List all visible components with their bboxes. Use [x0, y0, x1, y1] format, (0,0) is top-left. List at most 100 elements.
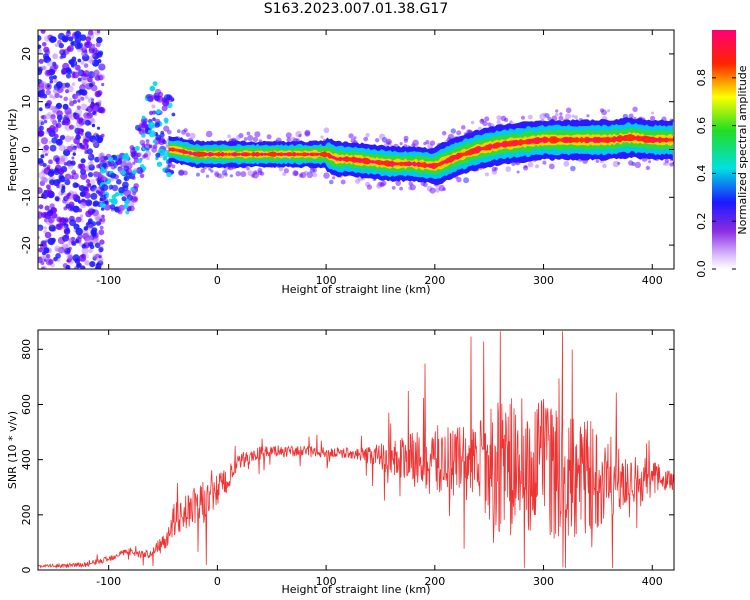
spectrogram-noise-point — [91, 184, 97, 190]
spectrogram-noise-point — [84, 236, 92, 244]
spectrogram-noise-point — [42, 256, 48, 261]
spectrogram-noise-point — [55, 124, 59, 128]
spectrogram-early-point — [108, 156, 114, 162]
spectrogram-noise-point — [96, 36, 103, 44]
spectrogram-noise-point — [46, 127, 51, 132]
spectrogram-halo-point — [286, 137, 292, 142]
spectrogram-noise-point — [63, 217, 70, 224]
spectrogram-noise-point — [72, 182, 79, 189]
spectrogram-noise-point — [98, 255, 102, 259]
spectrogram-peak-point — [182, 150, 186, 154]
spectrogram-peak-point — [544, 138, 548, 142]
spectrogram-peak-point — [227, 152, 231, 156]
spectrogram-noise-point — [98, 63, 106, 71]
x-tick-label: -100 — [96, 274, 121, 287]
spectrogram-noise-point — [98, 229, 105, 236]
spectrogram-peak-point — [397, 162, 401, 166]
spectrogram-noise-point — [101, 214, 105, 219]
spectrogram-peak-point — [527, 139, 532, 144]
spectrogram-noise-point — [57, 168, 65, 175]
spectrogram-noise-point — [55, 138, 63, 146]
spectrogram-halo-point — [461, 125, 466, 130]
spectrogram-noise-point — [44, 106, 48, 110]
spectrogram-halo-point — [306, 171, 314, 179]
spectrogram-early-point — [137, 152, 143, 157]
spectrogram-noise-point — [56, 257, 61, 263]
spectrogram-noise-point — [96, 262, 101, 267]
spectrogram-peak-point — [488, 145, 492, 149]
spectrogram-peak-point — [632, 136, 636, 140]
spectrogram-noise-point — [63, 192, 67, 196]
spectrogram-noise-point — [85, 41, 93, 49]
y-tick-label: 200 — [20, 504, 33, 525]
spectrogram-noise-point — [64, 173, 72, 180]
spectrogram-noise-point — [41, 251, 47, 256]
spectrogram-peak-point — [257, 152, 261, 156]
spectrogram-noise-point — [91, 187, 98, 193]
spectrogram-early-point — [152, 144, 158, 149]
spectrogram-noise-point — [46, 100, 52, 106]
spectrogram-noise-point — [41, 121, 45, 125]
spectrogram-early-point — [109, 204, 116, 210]
spectrogram-halo-point — [544, 113, 550, 119]
spectrogram-peak-point — [348, 157, 352, 161]
spectrogram-peak-point — [270, 152, 274, 156]
spectrogram-halo-point — [247, 135, 254, 141]
spectrogram-early-point — [159, 132, 165, 138]
spectrogram-peak-point — [443, 160, 447, 164]
spectrogram-noise-point — [62, 103, 69, 110]
spectrogram-peak-point — [609, 138, 613, 142]
spectrogram-early-point — [137, 127, 142, 132]
x-tick-label: 100 — [316, 274, 337, 287]
y-tick-label: 800 — [20, 339, 33, 360]
spectrogram-peak-point — [407, 162, 411, 166]
spectrogram-early-point — [132, 169, 137, 175]
spectrogram-noise-point — [45, 89, 51, 96]
snr-frame — [37, 329, 675, 571]
colorbar-tick-label: 0.0 — [695, 260, 708, 278]
spectrogram-noise-point — [44, 113, 51, 120]
spectrogram-early-point — [143, 143, 151, 151]
spectrogram-peak-point — [638, 137, 642, 141]
spectrogram-noise-point — [51, 105, 58, 112]
spectrogram-early-point — [125, 210, 130, 215]
spectrogram-early-point — [155, 92, 159, 96]
spectrogram-noise-point — [94, 30, 101, 36]
spectrogram-peak-point — [602, 138, 607, 142]
spectrogram-halo-point — [185, 132, 191, 137]
spectrogram-noise-point — [87, 161, 94, 168]
spectrogram-noise-point — [80, 96, 85, 101]
spectrogram-noise-point — [43, 119, 48, 124]
spectrogram-peak-point — [612, 137, 616, 141]
spectrogram-noise-point — [82, 46, 86, 50]
spectrogram-halo-point — [340, 179, 346, 185]
spectrogram-early-point — [123, 165, 130, 172]
spectrogram-halo-point — [210, 169, 214, 173]
spectrogram-peak-point — [293, 152, 297, 156]
spectrogram-early-point — [133, 183, 139, 189]
x-tick-label: 0 — [214, 575, 221, 588]
spectrogram-noise-point — [98, 63, 106, 71]
spectrogram-early-point — [132, 161, 136, 165]
spectrogram-early-point — [149, 85, 156, 92]
spectrogram-noise-point — [93, 69, 100, 76]
spectrogram-peak-point — [449, 157, 453, 161]
spectrogram-noise-point — [59, 95, 63, 99]
spectrogram-noise-point — [90, 101, 95, 105]
spectrogram-halo-point — [441, 130, 447, 136]
spectrogram-noise-point — [85, 199, 93, 207]
spectrogram-noise-point — [65, 73, 72, 79]
spectrogram-peak-point — [573, 138, 577, 142]
spectrogram-noise-point — [72, 172, 79, 180]
spectrogram-noise-point — [80, 145, 84, 149]
spectrogram-noise-point — [68, 98, 73, 102]
spectrogram-peak-point — [462, 152, 466, 156]
spectrogram-noise-point — [58, 157, 65, 165]
spectrogram-peak-point — [332, 156, 336, 160]
spectrogram-peak-point — [403, 162, 408, 166]
spectrogram-peak-point — [518, 141, 522, 145]
spectrogram-noise-point — [43, 211, 48, 217]
spectrogram-halo-point — [403, 135, 409, 141]
spectrogram-noise-point — [95, 42, 101, 48]
spectrogram-halo-point — [542, 160, 547, 165]
